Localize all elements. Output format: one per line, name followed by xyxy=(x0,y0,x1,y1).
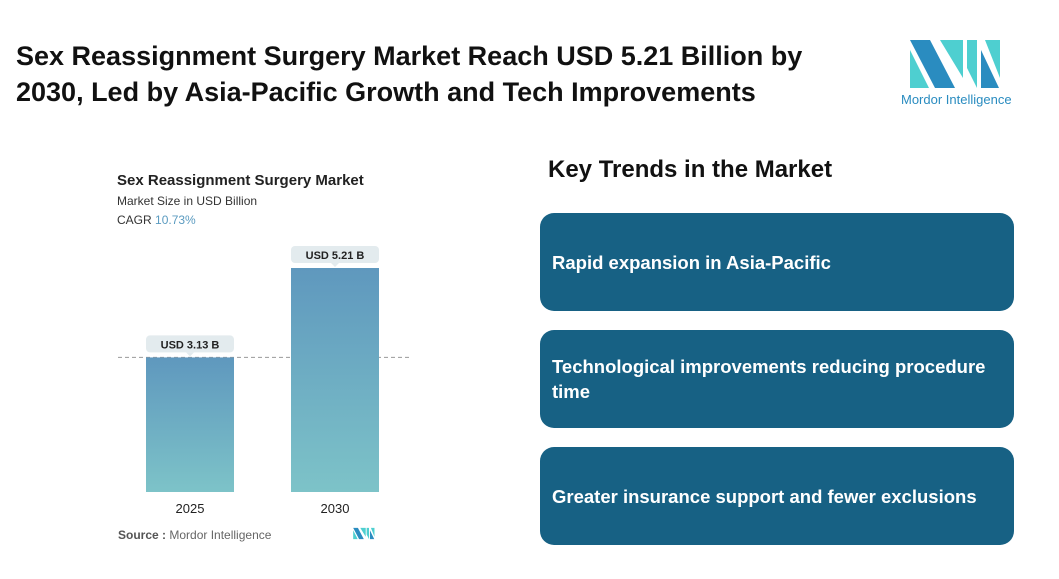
mordor-logo-icon xyxy=(910,40,1000,88)
trends-title: Key Trends in the Market xyxy=(548,156,833,183)
mordor-small-logo-icon xyxy=(353,527,375,540)
trend-card: Rapid expansion in Asia-Pacific xyxy=(540,213,1014,311)
bar-2030 xyxy=(291,268,379,492)
chart-title: Sex Reassignment Surgery Market xyxy=(117,172,364,189)
logo-text: Mordor Intelligence xyxy=(901,92,1012,107)
trend-card: Greater insurance support and fewer excl… xyxy=(540,447,1014,545)
cagr-value: 10.73% xyxy=(155,213,196,227)
trend-card: Technological improvements reducing proc… xyxy=(540,330,1014,428)
data-label: USD 3.13 B xyxy=(161,339,220,351)
data-label: USD 5.21 B xyxy=(306,250,365,262)
data-label-pointer xyxy=(331,263,339,267)
data-label-bg xyxy=(291,246,379,263)
page-title: Sex Reassignment Surgery Market Reach US… xyxy=(16,41,803,107)
cagr-label: CAGR xyxy=(117,213,152,227)
source-label: Source : xyxy=(118,528,167,542)
x-tick-label: 2030 xyxy=(321,501,350,516)
source-value: Mordor Intelligence xyxy=(169,528,272,542)
source: Source : Mordor Intelligence xyxy=(118,528,271,542)
data-label-pointer xyxy=(186,352,194,357)
cagr: CAGR 10.73% xyxy=(117,213,196,227)
data-label-bg xyxy=(146,335,234,353)
x-tick-label: 2025 xyxy=(176,501,205,516)
bar-chart: USD 3.13 B 2025 USD 5.21 B 2030 xyxy=(118,246,412,516)
bar-2025 xyxy=(146,357,234,492)
chart-subtitle: Market Size in USD Billion xyxy=(117,194,258,208)
